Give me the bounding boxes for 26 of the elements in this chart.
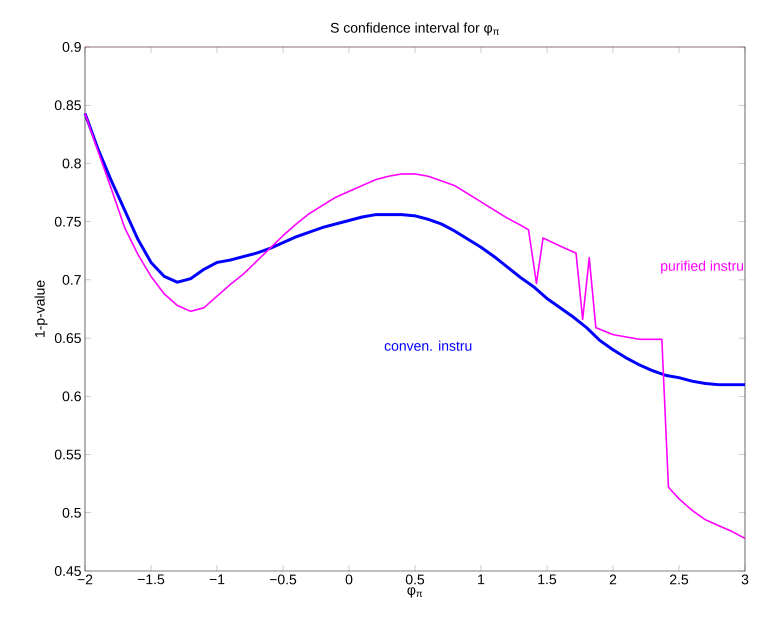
y-tick-label: 0.75 xyxy=(54,216,81,227)
x-tick-label: 1 xyxy=(478,574,484,584)
chart-title: S confidence interval for φ$_{π}$ xyxy=(330,22,499,36)
text: conven. instru xyxy=(384,340,472,351)
x-tick-label: −0.5 xyxy=(270,574,296,584)
y-tick-label: 0.85 xyxy=(54,100,81,110)
x-tick-label: 0.5 xyxy=(406,574,424,584)
y-tick-label: 0.65 xyxy=(54,333,81,344)
x-tick-label: 2.5 xyxy=(670,574,688,584)
y-tick-label: 0.55 xyxy=(54,450,81,460)
y-tick-label: 0.5 xyxy=(62,508,81,518)
x-axis-title: φ$_{π}$ xyxy=(407,587,422,598)
text: purified instru xyxy=(661,260,744,274)
y-tick-label: 0.6 xyxy=(62,391,81,402)
y-axis-title: 1-p-value xyxy=(34,280,48,338)
x-tick-label: 0 xyxy=(346,574,352,584)
y-tick-label: 0.45 xyxy=(54,566,81,576)
y-tick-label: 0.7 xyxy=(62,274,81,285)
x-tick-label: 1.5 xyxy=(538,574,556,584)
x-tick-label: 2 xyxy=(610,574,616,584)
x-tick-label: 3 xyxy=(742,574,748,584)
x-tick-label: −2 xyxy=(78,574,92,584)
x-tick-label: −1.5 xyxy=(138,574,164,584)
y-tick-label: 0.8 xyxy=(62,158,81,168)
y-tick-label: 0.9 xyxy=(62,42,81,52)
x-tick-label: −1 xyxy=(210,574,224,584)
